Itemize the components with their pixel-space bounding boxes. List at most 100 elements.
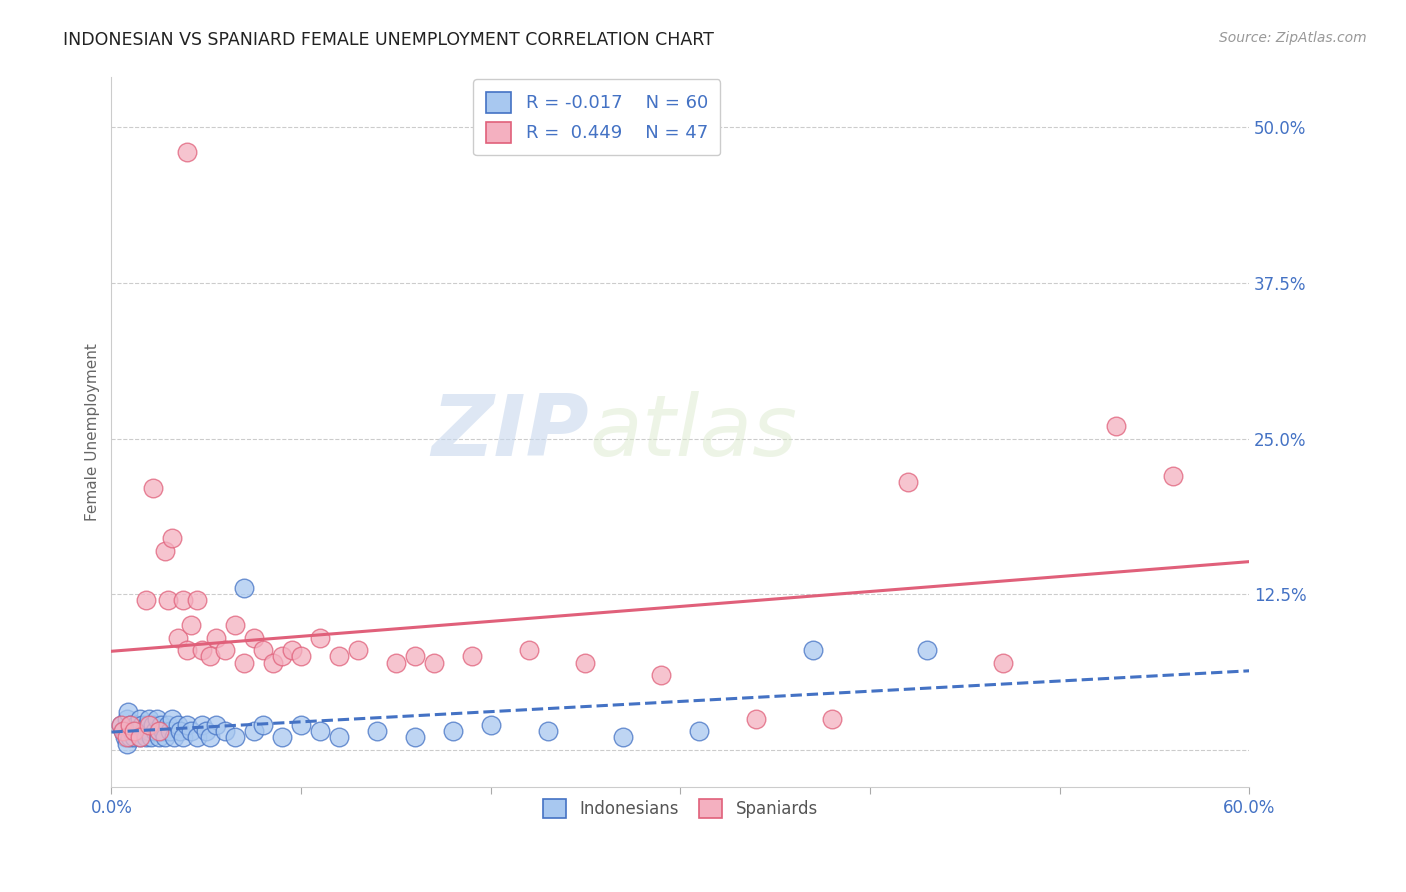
Y-axis label: Female Unemployment: Female Unemployment <box>86 343 100 521</box>
Point <box>128 731 150 745</box>
Point <box>1105 419 1128 434</box>
Point <box>271 731 294 745</box>
Point <box>160 531 183 545</box>
Point <box>233 656 256 670</box>
Point <box>224 731 246 745</box>
Point <box>328 731 350 745</box>
Point <box>204 631 226 645</box>
Point <box>143 724 166 739</box>
Point <box>142 481 165 495</box>
Point <box>122 731 145 745</box>
Point <box>114 731 136 745</box>
Point <box>136 718 159 732</box>
Point <box>688 724 710 739</box>
Point <box>479 718 502 732</box>
Point <box>153 543 176 558</box>
Point <box>149 718 172 732</box>
Point <box>233 581 256 595</box>
Point <box>111 724 134 739</box>
Point <box>745 712 768 726</box>
Point <box>290 649 312 664</box>
Point <box>347 643 370 657</box>
Text: ZIP: ZIP <box>432 391 589 474</box>
Point <box>290 718 312 732</box>
Point <box>172 593 194 607</box>
Point <box>111 724 134 739</box>
Point <box>166 631 188 645</box>
Point <box>252 718 274 732</box>
Point <box>176 145 198 160</box>
Point <box>141 731 163 745</box>
Point <box>135 731 157 745</box>
Point <box>195 724 218 739</box>
Point <box>110 718 132 732</box>
Point <box>122 724 145 739</box>
Point <box>191 643 214 657</box>
Point <box>166 718 188 732</box>
Point <box>117 706 139 720</box>
Point <box>915 643 938 657</box>
Point <box>366 724 388 739</box>
Point <box>142 718 165 732</box>
Point <box>157 593 180 607</box>
Point <box>214 643 236 657</box>
Point <box>138 718 160 732</box>
Point <box>135 593 157 607</box>
Point <box>198 731 221 745</box>
Text: atlas: atlas <box>589 391 797 474</box>
Point <box>821 712 844 726</box>
Point <box>120 731 142 745</box>
Point <box>242 724 264 739</box>
Point <box>801 643 824 657</box>
Point <box>121 724 143 739</box>
Point <box>159 724 181 739</box>
Point <box>131 718 153 732</box>
Point <box>157 718 180 732</box>
Point <box>115 737 138 751</box>
Point <box>172 731 194 745</box>
Point <box>176 643 198 657</box>
Point <box>138 712 160 726</box>
Point <box>404 649 426 664</box>
Text: Source: ZipAtlas.com: Source: ZipAtlas.com <box>1219 31 1367 45</box>
Point <box>897 475 920 489</box>
Point <box>186 731 208 745</box>
Point <box>204 718 226 732</box>
Point <box>115 731 138 745</box>
Point <box>404 731 426 745</box>
Point <box>120 718 142 732</box>
Point <box>148 724 170 739</box>
Point <box>128 712 150 726</box>
Point <box>198 649 221 664</box>
Point <box>517 643 540 657</box>
Point <box>160 712 183 726</box>
Point <box>1161 469 1184 483</box>
Point <box>262 656 284 670</box>
Point <box>176 718 198 732</box>
Point <box>385 656 408 670</box>
Point <box>650 668 672 682</box>
Point <box>128 731 150 745</box>
Point <box>574 656 596 670</box>
Point <box>536 724 558 739</box>
Point <box>224 618 246 632</box>
Point <box>309 724 332 739</box>
Point <box>280 643 302 657</box>
Point <box>146 712 169 726</box>
Point <box>110 718 132 732</box>
Point <box>115 712 138 726</box>
Point <box>180 618 202 632</box>
Point <box>328 649 350 664</box>
Point <box>138 724 160 739</box>
Point <box>186 593 208 607</box>
Point <box>460 649 482 664</box>
Point <box>152 724 174 739</box>
Point <box>252 643 274 657</box>
Point <box>125 718 148 732</box>
Point <box>309 631 332 645</box>
Point <box>423 656 446 670</box>
Point <box>214 724 236 739</box>
Point <box>169 724 191 739</box>
Point <box>242 631 264 645</box>
Point <box>991 656 1014 670</box>
